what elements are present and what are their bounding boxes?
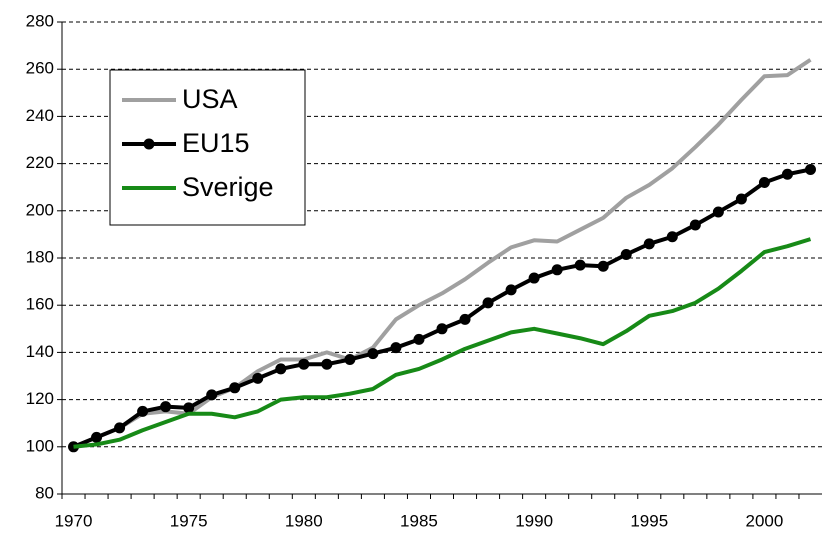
y-tick-label: 200 <box>26 200 54 219</box>
x-tick-label: 2000 <box>746 511 784 530</box>
point <box>459 313 471 325</box>
point <box>252 372 264 384</box>
y-tick-label: 100 <box>26 436 54 455</box>
point <box>298 358 310 370</box>
point <box>183 402 195 414</box>
point <box>574 259 586 271</box>
x-tick-label: 1970 <box>55 511 93 530</box>
legend-box <box>109 69 306 226</box>
point <box>321 358 333 370</box>
point <box>413 333 425 345</box>
point <box>735 193 747 205</box>
y-tick-label: 240 <box>26 106 54 125</box>
series-line <box>73 237 812 449</box>
legend-label: EU15 <box>182 128 250 158</box>
x-tick-label: 1995 <box>630 511 668 530</box>
legend-label: Sverige <box>182 172 274 202</box>
point <box>367 348 379 360</box>
y-tick-label: 280 <box>26 11 54 30</box>
point <box>781 168 793 180</box>
point <box>91 431 103 443</box>
point <box>689 219 701 231</box>
point <box>344 353 356 365</box>
point <box>137 405 149 417</box>
point <box>436 323 448 335</box>
point <box>390 342 402 354</box>
point <box>505 284 517 296</box>
y-tick-label: 120 <box>26 389 54 408</box>
legend-label: USA <box>182 84 238 114</box>
point <box>666 231 678 243</box>
x-tick-label: 1980 <box>285 511 323 530</box>
y-tick-label: 180 <box>26 247 54 266</box>
point <box>229 382 241 394</box>
point <box>712 206 724 218</box>
point <box>758 176 770 188</box>
y-tick-label: 140 <box>26 342 54 361</box>
series-line <box>72 58 812 449</box>
x-tick-label: 1990 <box>515 511 553 530</box>
point <box>275 363 287 375</box>
point <box>114 422 126 434</box>
point <box>528 272 540 284</box>
point <box>551 264 563 276</box>
point <box>206 389 218 401</box>
y-tick-label: 220 <box>26 153 54 172</box>
point <box>597 260 609 272</box>
y-tick-label: 260 <box>26 59 54 78</box>
point <box>160 401 172 413</box>
point <box>643 238 655 250</box>
y-tick-label: 160 <box>26 295 54 314</box>
point <box>482 297 494 309</box>
legend: USA EU15 Sverige <box>109 69 306 226</box>
point <box>620 248 632 260</box>
legend-marker <box>143 138 155 150</box>
x-tick-label: 1985 <box>400 511 438 530</box>
y-tick-label: 80 <box>35 483 54 502</box>
point <box>804 164 816 175</box>
x-tick-label: 1975 <box>170 511 208 530</box>
